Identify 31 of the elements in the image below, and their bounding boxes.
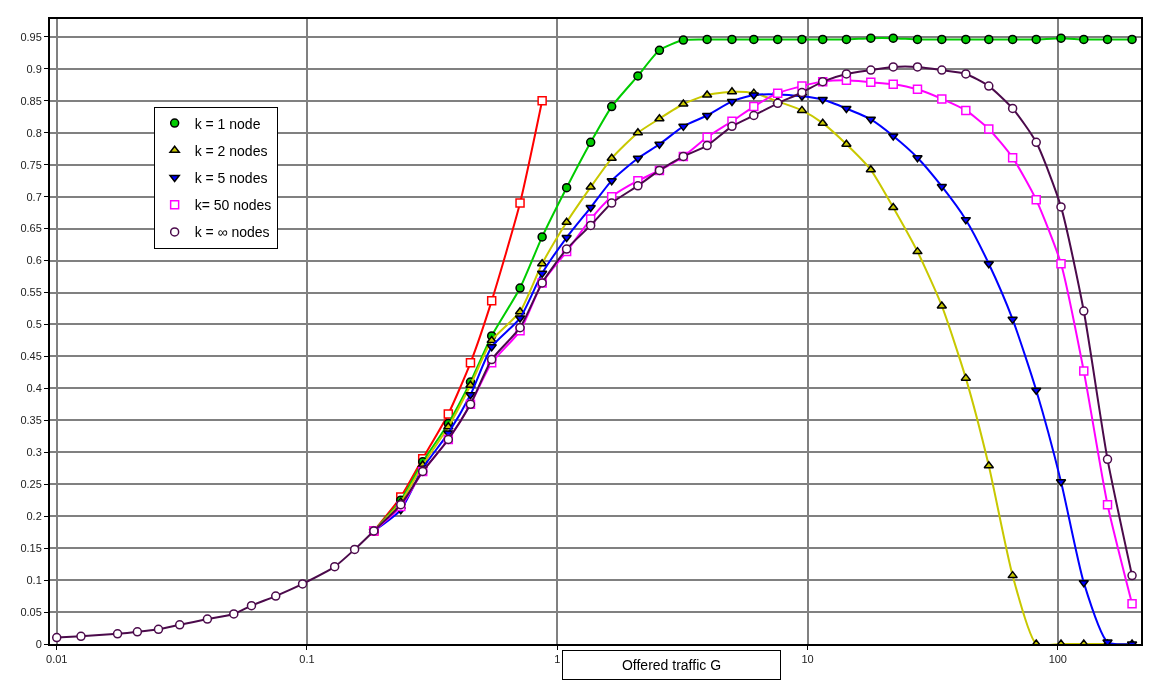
x-tick-label: 0.1 (299, 653, 315, 666)
y-tick-label: 0.2 (26, 510, 42, 523)
y-tick-label: 0.75 (20, 158, 42, 171)
y-tick-label: 0.05 (20, 605, 42, 618)
y-tick-label: 0.3 (26, 446, 42, 459)
x-tick-label: 100 (1048, 653, 1067, 666)
y-tick-label: 0.25 (20, 478, 42, 491)
x-tick-label: 10 (801, 653, 814, 666)
y-tick-label: 0.8 (26, 126, 42, 139)
y-tick-label: 0.65 (20, 222, 42, 235)
y-tick-label: 0.5 (26, 318, 42, 331)
y-tick-label: 0.95 (20, 30, 42, 43)
x-tick-label: 1 (554, 653, 561, 666)
y-tick-label: 0.4 (26, 382, 42, 395)
y-tick-label: 0.7 (26, 190, 42, 203)
legend-label: k = 1 node (194, 115, 261, 132)
y-tick-label: 0.85 (20, 94, 42, 107)
x-tick-label: 0.01 (46, 653, 68, 666)
legend-label: k= 50 nodes (194, 197, 272, 214)
legend-label: k = ∞ nodes (194, 224, 270, 241)
x-axis-title: Offered traffic G (621, 657, 722, 673)
y-tick-label: 0.35 (20, 414, 42, 427)
y-tick-label: 0.45 (20, 350, 42, 363)
y-tick-label: 0 (35, 637, 42, 650)
y-tick-label: 0.15 (20, 541, 42, 554)
y-tick-label: 0.6 (26, 254, 42, 267)
y-tick-label: 0.55 (20, 286, 42, 299)
y-tick-label: 0.1 (26, 573, 42, 586)
y-tick-label: 0.9 (26, 62, 42, 75)
legend-label: k = 5 nodes (194, 169, 268, 186)
legend-label: k = 2 nodes (194, 142, 268, 159)
